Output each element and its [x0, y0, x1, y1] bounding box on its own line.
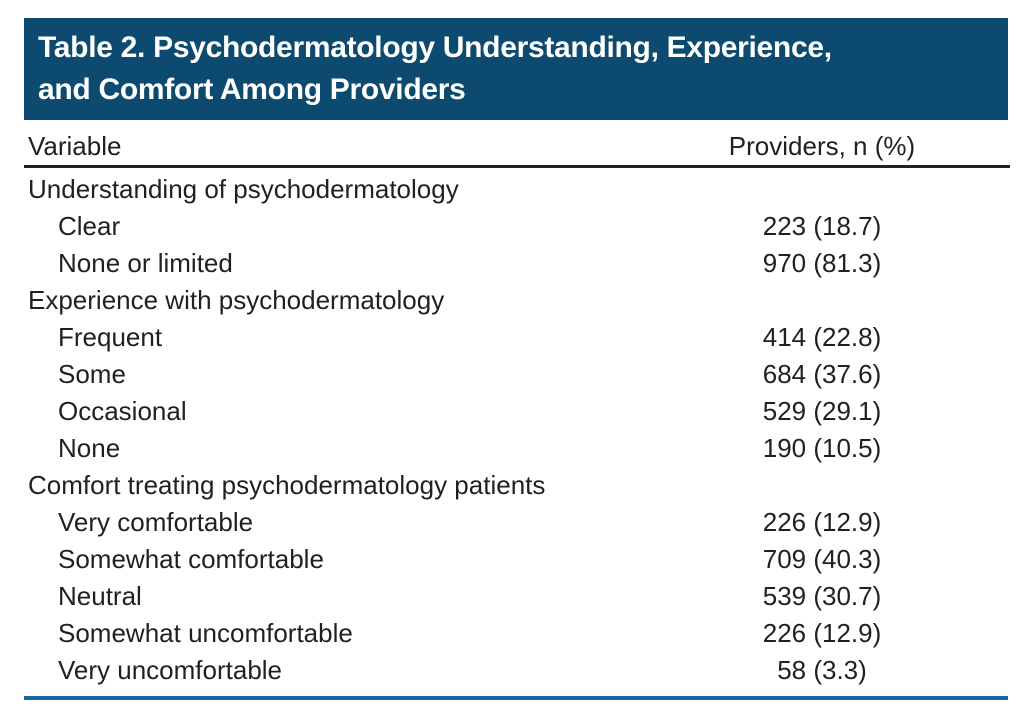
table-title-line1: Table 2. Psychodermatology Understanding… [38, 31, 832, 64]
row-label: Occasional [58, 396, 187, 426]
table-row: Somewhat uncomfortable 226 (12.9) [24, 615, 1008, 652]
column-header-providers: Providers, n (%) [728, 130, 916, 161]
table-row: Very comfortable 226 (12.9) [24, 504, 1008, 541]
header-divider-rule [24, 165, 1010, 168]
row-label: Clear [58, 211, 121, 241]
table-body: Understanding of psychodermatology Clear… [24, 171, 1008, 689]
row-label: Very uncomfortable [58, 655, 283, 685]
row-value: 414 (22.8) [762, 322, 882, 352]
row-label: Some [58, 359, 126, 389]
table-title-line2: and Comfort Among Providers [38, 73, 466, 106]
row-value: 190 (10.5) [762, 433, 882, 463]
row-label: Neutral [58, 581, 142, 611]
row-value: 58 (3.3) [777, 655, 867, 685]
table-row: Very uncomfortable 58 (3.3) [24, 652, 1008, 689]
row-value: 539 (30.7) [762, 581, 882, 611]
row-label: Very comfortable [58, 507, 254, 537]
column-header-variable: Variable [28, 130, 122, 161]
table-row: None or limited 970 (81.3) [24, 245, 1008, 282]
row-label: Somewhat uncomfortable [58, 618, 353, 648]
row-value: 529 (29.1) [762, 396, 882, 426]
table-row: Somewhat comfortable 709 (40.3) [24, 541, 1008, 578]
row-value: 970 (81.3) [762, 248, 882, 278]
row-value: 226 (12.9) [762, 507, 882, 537]
row-label: Experience with psychodermatology [28, 285, 445, 315]
row-label: Comfort treating psychodermatology patie… [28, 470, 546, 500]
column-header-row: Variable Providers, n (%) [24, 126, 1008, 166]
table-row: Experience with psychodermatology [24, 282, 1008, 319]
row-label: Somewhat comfortable [58, 544, 324, 574]
table-row: Clear 223 (18.7) [24, 208, 1008, 245]
table-title-bar: Table 2. Psychodermatology Understanding… [24, 18, 1008, 120]
row-label: None or limited [58, 248, 233, 278]
row-value: 226 (12.9) [762, 618, 882, 648]
row-value: 684 (37.6) [762, 359, 882, 389]
row-value: 223 (18.7) [762, 211, 882, 241]
row-label: Frequent [58, 322, 163, 352]
table-row: Occasional 529 (29.1) [24, 393, 1008, 430]
row-label: None [58, 433, 121, 463]
table-row: Some 684 (37.6) [24, 356, 1008, 393]
row-value: 709 (40.3) [762, 544, 882, 574]
table-row: Neutral 539 (30.7) [24, 578, 1008, 615]
row-label: Understanding of psychodermatology [28, 174, 459, 204]
bottom-divider-rule [24, 696, 1008, 700]
table-row: Comfort treating psychodermatology patie… [24, 467, 1008, 504]
table-row: Frequent 414 (22.8) [24, 319, 1008, 356]
table-row: None 190 (10.5) [24, 430, 1008, 467]
table-row: Understanding of psychodermatology [24, 171, 1008, 208]
